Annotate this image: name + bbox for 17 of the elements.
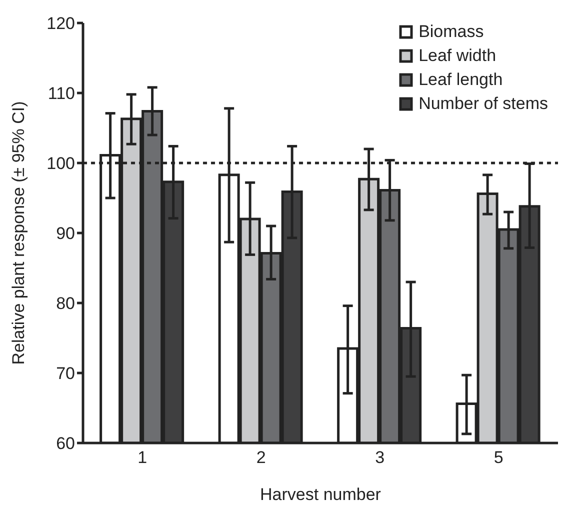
y-tick-label: 110	[48, 84, 75, 104]
x-tick-label: 3	[375, 448, 385, 468]
y-tick-label: 120	[46, 14, 75, 34]
y-tick-label: 90	[56, 224, 75, 244]
legend-label: Number of stems	[418, 93, 548, 115]
legend-label: Leaf length	[418, 69, 503, 91]
legend-label: Leaf width	[418, 45, 496, 67]
y-tick-label: 70	[56, 364, 75, 384]
x-axis-title: Harvest number	[260, 485, 382, 504]
legend-label: Biomass	[418, 21, 484, 43]
x-tick-label: 5	[494, 448, 504, 468]
y-axis-title: Relative plant response (± 95% CI)	[9, 101, 28, 365]
y-tick-label: 80	[56, 294, 75, 314]
x-tick-label: 1	[138, 448, 148, 468]
y-tick-label: 100	[46, 154, 75, 174]
x-tick-label: 2	[256, 448, 266, 468]
y-tick-label: 60	[56, 434, 75, 454]
